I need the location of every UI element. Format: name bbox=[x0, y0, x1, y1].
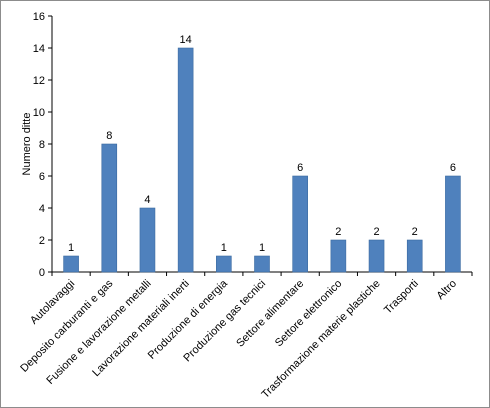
category-label: Altro bbox=[435, 278, 459, 302]
data-label: 6 bbox=[297, 162, 303, 174]
y-tick-label: 14 bbox=[33, 43, 45, 55]
bar bbox=[177, 47, 194, 273]
y-tick-label: 0 bbox=[39, 267, 45, 279]
y-tick-label: 12 bbox=[33, 75, 45, 87]
category-label: Trasporti bbox=[382, 278, 421, 317]
data-label: 6 bbox=[450, 162, 456, 174]
data-label: 8 bbox=[106, 130, 112, 142]
data-label: 2 bbox=[412, 226, 418, 238]
y-tick-label: 10 bbox=[33, 107, 45, 119]
data-label: 1 bbox=[68, 242, 74, 254]
category-label: Settore elettronico bbox=[273, 278, 345, 350]
y-tick-label: 2 bbox=[39, 235, 45, 247]
data-label: 1 bbox=[259, 242, 265, 254]
data-label: 14 bbox=[180, 34, 192, 46]
y-axis-label: Numero ditte bbox=[21, 113, 33, 176]
bar bbox=[368, 239, 385, 273]
bar bbox=[330, 239, 347, 273]
bar bbox=[406, 239, 423, 273]
data-label: 1 bbox=[221, 242, 227, 254]
y-tick-label: 16 bbox=[33, 11, 45, 23]
data-labels: 1 8 4 14 1 1 6 2 2 2 6 bbox=[68, 34, 456, 254]
bar bbox=[254, 255, 270, 273]
bar bbox=[292, 175, 308, 273]
category-label: Settore alimentare bbox=[234, 278, 306, 350]
y-tick-label: 6 bbox=[39, 171, 45, 183]
data-label: 2 bbox=[373, 226, 379, 238]
bar bbox=[445, 175, 461, 273]
y-tick-label: 4 bbox=[39, 203, 45, 215]
bar bbox=[139, 207, 156, 273]
y-tick-label: 8 bbox=[39, 139, 45, 151]
bars bbox=[63, 47, 461, 273]
bar bbox=[63, 255, 79, 273]
bar bbox=[216, 255, 232, 273]
data-label: 2 bbox=[335, 226, 341, 238]
bar bbox=[101, 143, 118, 273]
data-label: 4 bbox=[144, 194, 150, 206]
